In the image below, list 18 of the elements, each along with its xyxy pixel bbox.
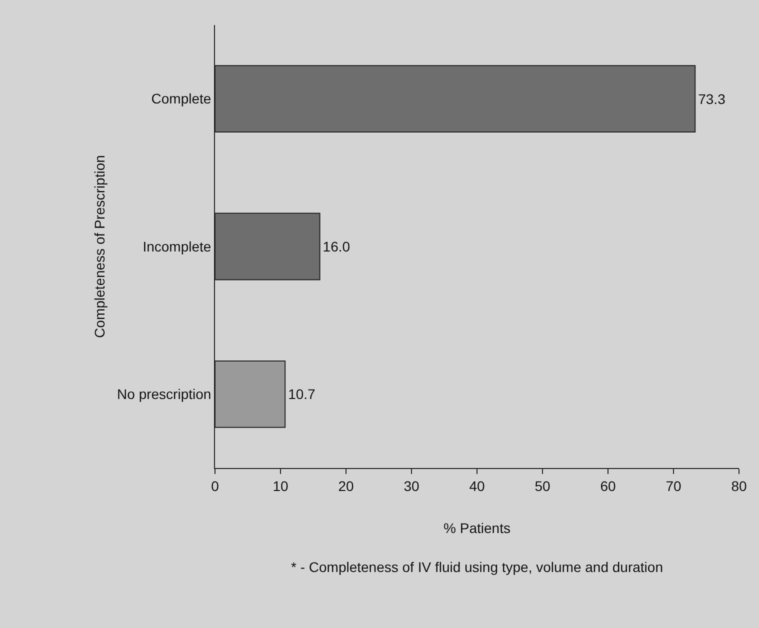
x-tick-label: 10: [272, 478, 288, 494]
text: * - Completeness of IV fluid using type, volume and duration: [291, 559, 663, 575]
y-axis-title: Completeness of Prescription: [92, 155, 108, 338]
data-label: 10.7: [288, 386, 316, 402]
x-axis-title: % Patients: [444, 520, 510, 536]
x-tick-label: 30: [404, 478, 420, 494]
data-label: 16.0: [322, 238, 350, 254]
x-tick-label: 60: [600, 478, 616, 494]
x-tick-label: 20: [338, 478, 354, 494]
y-tick-label: Complete: [151, 90, 212, 107]
x-tick-label: 40: [469, 478, 485, 494]
x-tick-label: 50: [534, 478, 550, 494]
x-tick-label: 80: [731, 478, 747, 494]
y-tick-label: No prescription: [117, 386, 212, 402]
data-label: 73.3: [698, 90, 726, 107]
x-tick-label: 0: [211, 478, 220, 494]
x-tick-label: 70: [666, 478, 682, 494]
y-tick-label: Incomplete: [142, 238, 212, 254]
